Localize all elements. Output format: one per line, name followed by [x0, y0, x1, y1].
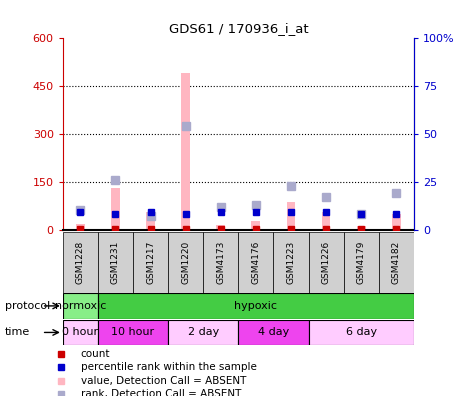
- Text: 4 day: 4 day: [258, 327, 289, 337]
- Text: GSM1220: GSM1220: [181, 241, 190, 284]
- Bar: [344, 232, 379, 293]
- Text: GSM1223: GSM1223: [286, 241, 295, 284]
- Text: value, Detection Call = ABSENT: value, Detection Call = ABSENT: [80, 376, 246, 386]
- Text: GSM4179: GSM4179: [357, 241, 365, 284]
- Text: 2 day: 2 day: [187, 327, 219, 337]
- Bar: [168, 232, 203, 293]
- Text: GSM1228: GSM1228: [76, 241, 85, 284]
- Bar: [98, 320, 168, 345]
- Text: count: count: [80, 349, 110, 359]
- Text: 0 hour: 0 hour: [62, 327, 99, 337]
- Bar: [63, 320, 98, 345]
- Text: rank, Detection Call = ABSENT: rank, Detection Call = ABSENT: [80, 389, 241, 396]
- Bar: [286, 202, 295, 230]
- Text: GSM1226: GSM1226: [322, 241, 331, 284]
- Bar: [309, 232, 344, 293]
- Bar: [252, 221, 260, 230]
- Bar: [322, 212, 331, 230]
- Bar: [181, 73, 190, 230]
- Text: GSM4182: GSM4182: [392, 241, 401, 284]
- Bar: [168, 320, 239, 345]
- Text: percentile rank within the sample: percentile rank within the sample: [80, 362, 256, 373]
- Bar: [239, 232, 273, 293]
- Bar: [133, 232, 168, 293]
- Bar: [111, 188, 120, 230]
- Bar: [239, 320, 309, 345]
- Text: GSM1231: GSM1231: [111, 241, 120, 284]
- Bar: [146, 212, 155, 230]
- Bar: [273, 232, 309, 293]
- Text: hypoxic: hypoxic: [234, 301, 277, 311]
- Text: GSM1217: GSM1217: [146, 241, 155, 284]
- Title: GDS61 / 170936_i_at: GDS61 / 170936_i_at: [168, 22, 308, 35]
- Bar: [392, 214, 401, 230]
- Bar: [63, 232, 98, 293]
- Bar: [98, 232, 133, 293]
- Text: normoxic: normoxic: [55, 301, 106, 311]
- Bar: [357, 226, 365, 230]
- Text: GSM4176: GSM4176: [252, 241, 260, 284]
- Bar: [216, 225, 225, 230]
- Bar: [379, 232, 414, 293]
- Text: protocol: protocol: [5, 301, 50, 311]
- Bar: [203, 232, 239, 293]
- Bar: [63, 293, 98, 319]
- Text: GSM4173: GSM4173: [216, 241, 225, 284]
- Bar: [309, 320, 414, 345]
- Text: 10 hour: 10 hour: [112, 327, 154, 337]
- Bar: [76, 224, 85, 230]
- Text: time: time: [5, 327, 30, 337]
- Text: 6 day: 6 day: [345, 327, 377, 337]
